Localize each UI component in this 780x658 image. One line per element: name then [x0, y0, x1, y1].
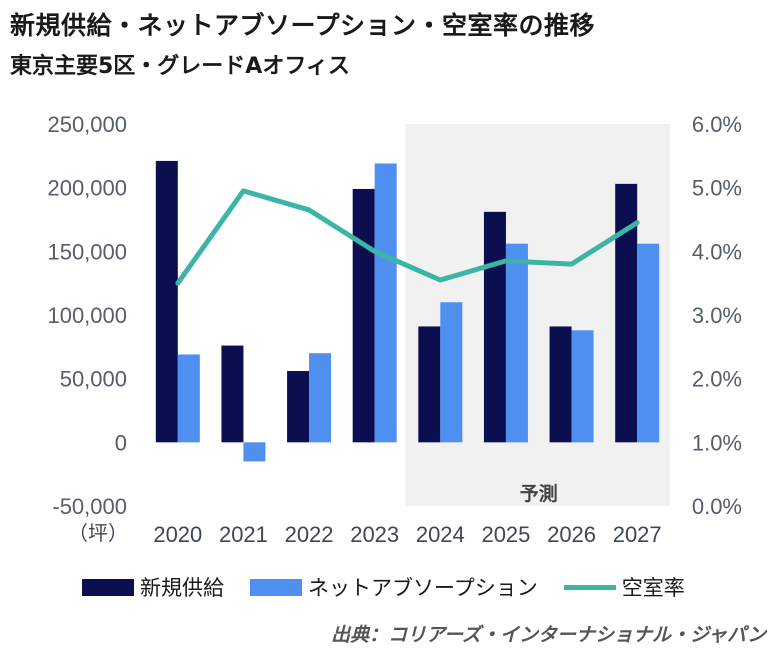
y-axis-unit: （坪）: [68, 521, 128, 545]
bar-supply-2021: [221, 345, 244, 443]
y-tick-label: 0: [115, 430, 127, 455]
y2-tick-label: 6.0%: [692, 112, 742, 137]
source-note: 出典：コリアーズ・インターナショナル・ジャパン: [331, 624, 766, 646]
y-tick-label: 250,000: [47, 112, 127, 137]
legend-label-absorption: ネットアブソープション: [308, 576, 538, 600]
forecast-label: 予測: [520, 482, 558, 505]
bar-supply-2024: [418, 326, 441, 443]
chart-subtitle: 東京主要5区・グレードAオフィス: [10, 54, 350, 79]
bar-supply-2026: [549, 326, 572, 443]
x-tick-label: 2023: [350, 522, 399, 547]
x-tick-label: 2024: [416, 522, 465, 547]
bar-absorption-2025: [505, 243, 528, 443]
combo-chart: 予測 250,000 200,000 150,000 100,000 50,000 0 -5…: [47, 112, 742, 547]
bar-supply-2027: [615, 183, 638, 443]
y2-tick-label: 2.0%: [692, 367, 742, 392]
legend-swatch-supply: [82, 578, 134, 596]
bar-absorption-2027: [637, 243, 660, 443]
bar-supply-2023: [352, 188, 375, 443]
y-tick-label: 50,000: [60, 367, 127, 392]
bar-supply-2020: [155, 160, 178, 443]
x-tick-label: 2021: [219, 522, 268, 547]
y2-tick-label: 5.0%: [692, 176, 742, 201]
y-tick-label: 100,000: [47, 303, 127, 328]
legend-item-absorption: ネットアブソープション: [250, 572, 538, 602]
x-tick-label: 2026: [547, 522, 596, 547]
bar-absorption-2021: [243, 442, 266, 462]
y2-tick-label: 4.0%: [692, 239, 742, 264]
bar-absorption-2026: [571, 330, 594, 443]
bar-absorption-2020: [177, 354, 200, 443]
bar-supply-2022: [287, 371, 310, 443]
legend-swatch-absorption: [250, 578, 302, 596]
y-tick-label: 150,000: [47, 239, 127, 264]
chart-legend: 新規供給 ネットアブソープション 空室率: [82, 572, 711, 602]
bar-absorption-2024: [440, 302, 463, 443]
bar-absorption-2022: [309, 353, 332, 443]
chart-title: 新規供給・ネットアブソープション・空室率の推移: [10, 11, 596, 40]
bar-supply-2025: [483, 211, 506, 443]
x-tick-label: 2027: [613, 522, 662, 547]
x-tick-label: 2020: [153, 522, 202, 547]
y-tick-label: 200,000: [47, 176, 127, 201]
legend-item-vacancy: 空室率: [563, 572, 685, 602]
y2-tick-label: 0.0%: [692, 494, 742, 519]
y-tick-label: -50,000: [52, 494, 127, 519]
legend-item-supply: 新規供給: [82, 572, 224, 602]
legend-label-supply: 新規供給: [140, 576, 224, 600]
legend-swatch-vacancy: [563, 584, 616, 590]
x-tick-label: 2022: [285, 522, 334, 547]
y2-tick-label: 3.0%: [692, 303, 742, 328]
x-tick-label: 2025: [481, 522, 530, 547]
bar-absorption-2023: [374, 163, 397, 443]
legend-label-vacancy: 空室率: [621, 576, 685, 600]
line-vacancy: [175, 188, 640, 286]
y2-tick-label: 1.0%: [692, 430, 742, 455]
